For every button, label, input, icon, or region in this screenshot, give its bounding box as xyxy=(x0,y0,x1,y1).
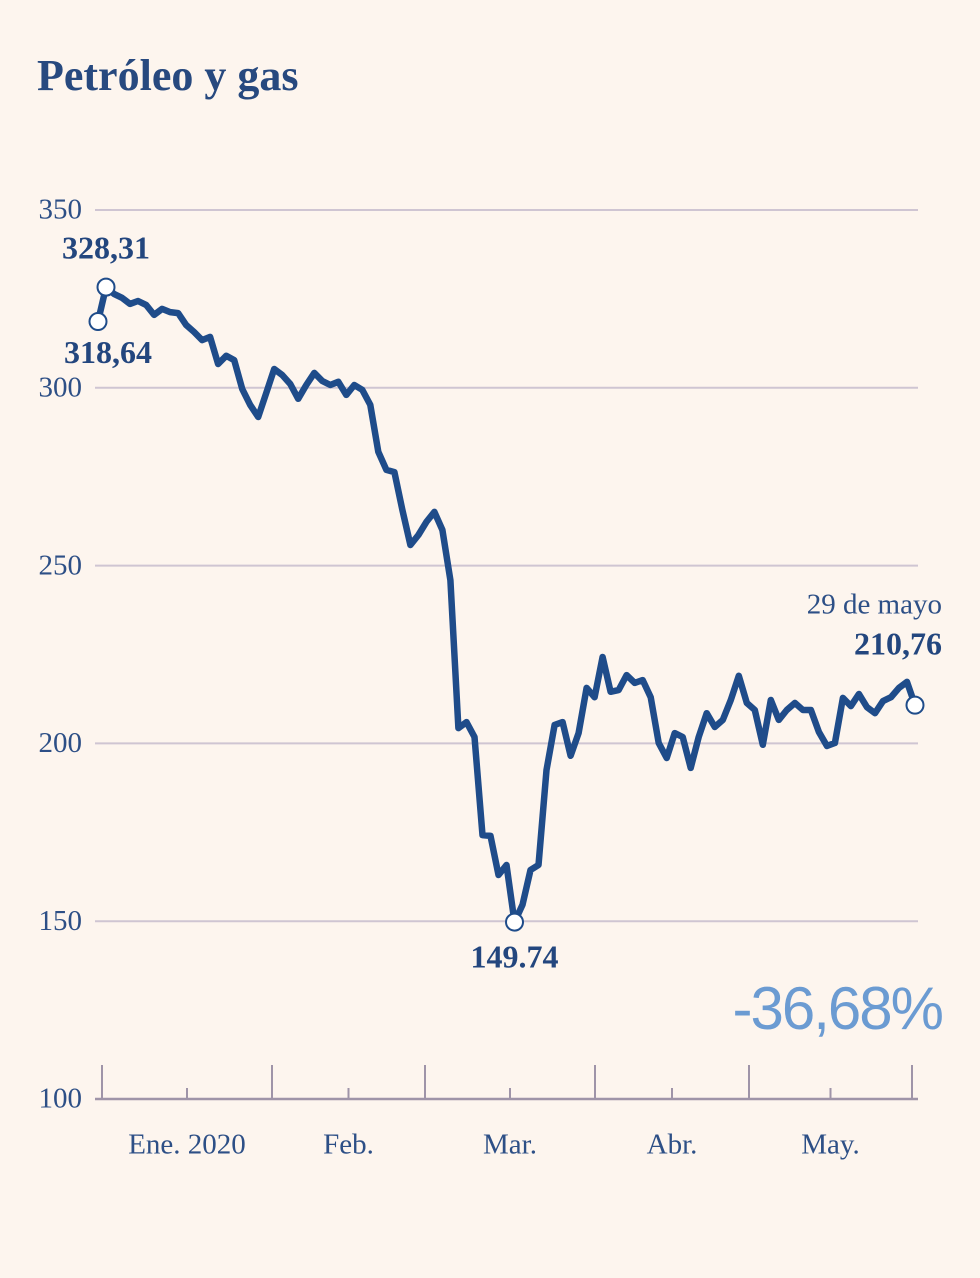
y-tick-label: 150 xyxy=(39,905,83,937)
y-tick-label: 100 xyxy=(39,1083,83,1115)
value-label: 149.74 xyxy=(471,938,559,974)
x-tick-label: Ene. 2020 xyxy=(128,1129,246,1161)
x-tick-label: Mar. xyxy=(483,1129,537,1161)
point-marker xyxy=(505,912,525,932)
value-label: 318,64 xyxy=(64,334,152,370)
chart-title: Petróleo y gas xyxy=(37,51,298,100)
y-tick-label: 250 xyxy=(39,549,83,581)
point-marker xyxy=(88,312,108,332)
change-annotation: -36,68% xyxy=(733,975,943,1042)
value-label: 328,31 xyxy=(62,229,150,265)
x-tick-label: May. xyxy=(801,1129,860,1161)
line-series xyxy=(94,283,919,926)
y-tick-label: 300 xyxy=(39,371,83,403)
y-tick-label: 200 xyxy=(39,727,83,759)
value-label: 210,76 xyxy=(854,625,942,661)
point-marker xyxy=(905,695,925,715)
y-tick-label: 350 xyxy=(39,194,83,226)
annotation: 29 de mayo xyxy=(807,589,942,621)
point-marker xyxy=(96,277,116,297)
x-tick-label: Abr. xyxy=(647,1129,698,1161)
x-tick-label: Feb. xyxy=(323,1129,374,1161)
